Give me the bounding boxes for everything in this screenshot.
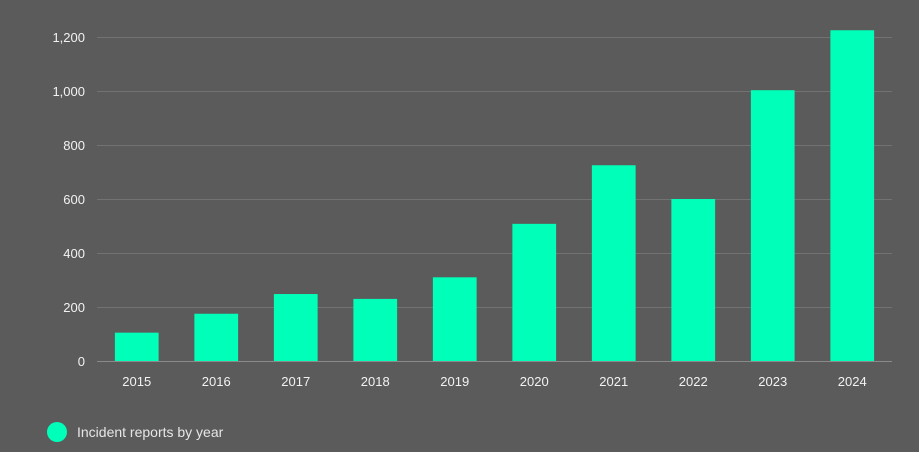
x-tick-label: 2015 [122, 374, 151, 389]
legend[interactable]: Incident reports by year [47, 422, 223, 442]
x-tick-label: 2023 [758, 374, 787, 389]
y-tick-label: 400 [63, 246, 85, 261]
bar-layer [114, 30, 875, 361]
bar-2019[interactable] [432, 277, 477, 361]
y-tick-label: 600 [63, 192, 85, 207]
bar-2023[interactable] [750, 90, 795, 361]
x-tick-label: 2018 [361, 374, 390, 389]
x-tick-label: 2017 [281, 374, 310, 389]
x-tick-label: 2021 [599, 374, 628, 389]
bar-2020[interactable] [512, 223, 557, 361]
bar-2018[interactable] [353, 298, 398, 361]
x-tick-label: 2020 [520, 374, 549, 389]
bar-2017[interactable] [273, 294, 318, 361]
x-tick-label: 2024 [838, 374, 867, 389]
label-layer: 0 200 400 600 800 1,000 1,200 2015 2016 2017 2018 2… [52, 30, 866, 389]
x-tick-label: 2022 [679, 374, 708, 389]
bar-2021[interactable] [591, 165, 636, 361]
y-tick-label: 1,200 [52, 30, 85, 45]
legend-label: Incident reports by year [77, 424, 224, 440]
y-tick-label: 200 [63, 300, 85, 315]
bar-2016[interactable] [194, 313, 239, 361]
y-tick-label: 1,000 [52, 84, 85, 99]
legend-swatch [47, 422, 67, 442]
bar-2022[interactable] [671, 199, 716, 361]
bar-2024[interactable] [830, 30, 875, 361]
y-tick-label: 800 [63, 138, 85, 153]
y-tick-label: 0 [78, 354, 85, 369]
x-tick-label: 2019 [440, 374, 469, 389]
x-tick-label: 2016 [202, 374, 231, 389]
bar-2015[interactable] [114, 332, 159, 361]
